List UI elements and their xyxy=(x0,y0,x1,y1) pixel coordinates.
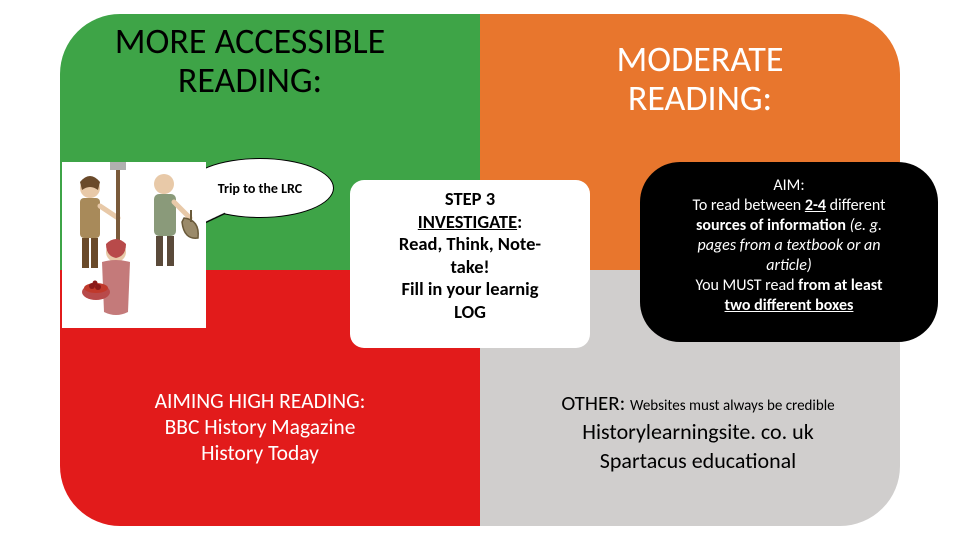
aiming-line: History Today xyxy=(201,440,319,466)
aiming-line: AIMING HIGH READING: xyxy=(155,388,366,414)
speech-text: Trip to the LRC xyxy=(218,180,302,197)
aim-text: different xyxy=(826,196,886,215)
heading-line: MODERATE xyxy=(616,37,783,81)
aim-text: article) xyxy=(766,256,811,275)
heading-moderate-reading: MODERATE READING: xyxy=(540,40,860,118)
other-subtitle: Websites must always be credible xyxy=(630,397,835,415)
other-title: OTHER: xyxy=(561,390,630,416)
aim-text: pages from a textbook or an xyxy=(698,236,881,255)
aim-range: 2-4 xyxy=(805,196,826,215)
aiming-high-block: AIMING HIGH READING: BBC History Magazin… xyxy=(100,388,420,467)
aim-text: sources of information xyxy=(696,216,850,235)
aim-text: from at least xyxy=(798,276,882,295)
people-illustration xyxy=(62,162,206,328)
aim-text: (e. g. xyxy=(850,216,882,235)
aim-text: To read between xyxy=(693,196,805,215)
aim-title: AIM: xyxy=(773,176,804,195)
step-colon: : xyxy=(517,210,522,233)
step-line: INVESTIGATE xyxy=(418,210,517,233)
heading-line: READING: xyxy=(628,76,772,120)
step-line: take! xyxy=(450,255,489,278)
other-line: Spartacus educational xyxy=(498,447,898,474)
aim-text: two different boxes xyxy=(725,296,854,315)
heading-accessible-reading: MORE ACCESSIBLE READING: xyxy=(90,22,410,100)
step-line: LOG xyxy=(454,300,486,323)
aim-text: You MUST read xyxy=(695,276,798,295)
step-line: Fill in your learnig xyxy=(402,277,539,300)
step-line: STEP 3 xyxy=(445,187,495,210)
aim-box: AIM: To read between 2-4 different sourc… xyxy=(640,162,938,342)
aiming-line: BBC History Magazine xyxy=(165,414,356,440)
other-block: OTHER: Websites must always be credible … xyxy=(498,390,898,474)
other-line: Historylearningsite. co. uk xyxy=(498,418,898,445)
step-box: STEP 3 INVESTIGATE: Read, Think, Note- t… xyxy=(350,180,590,348)
heading-line: READING: xyxy=(178,58,322,102)
heading-line: MORE ACCESSIBLE xyxy=(115,19,386,63)
step-line: Read, Think, Note- xyxy=(399,232,541,255)
